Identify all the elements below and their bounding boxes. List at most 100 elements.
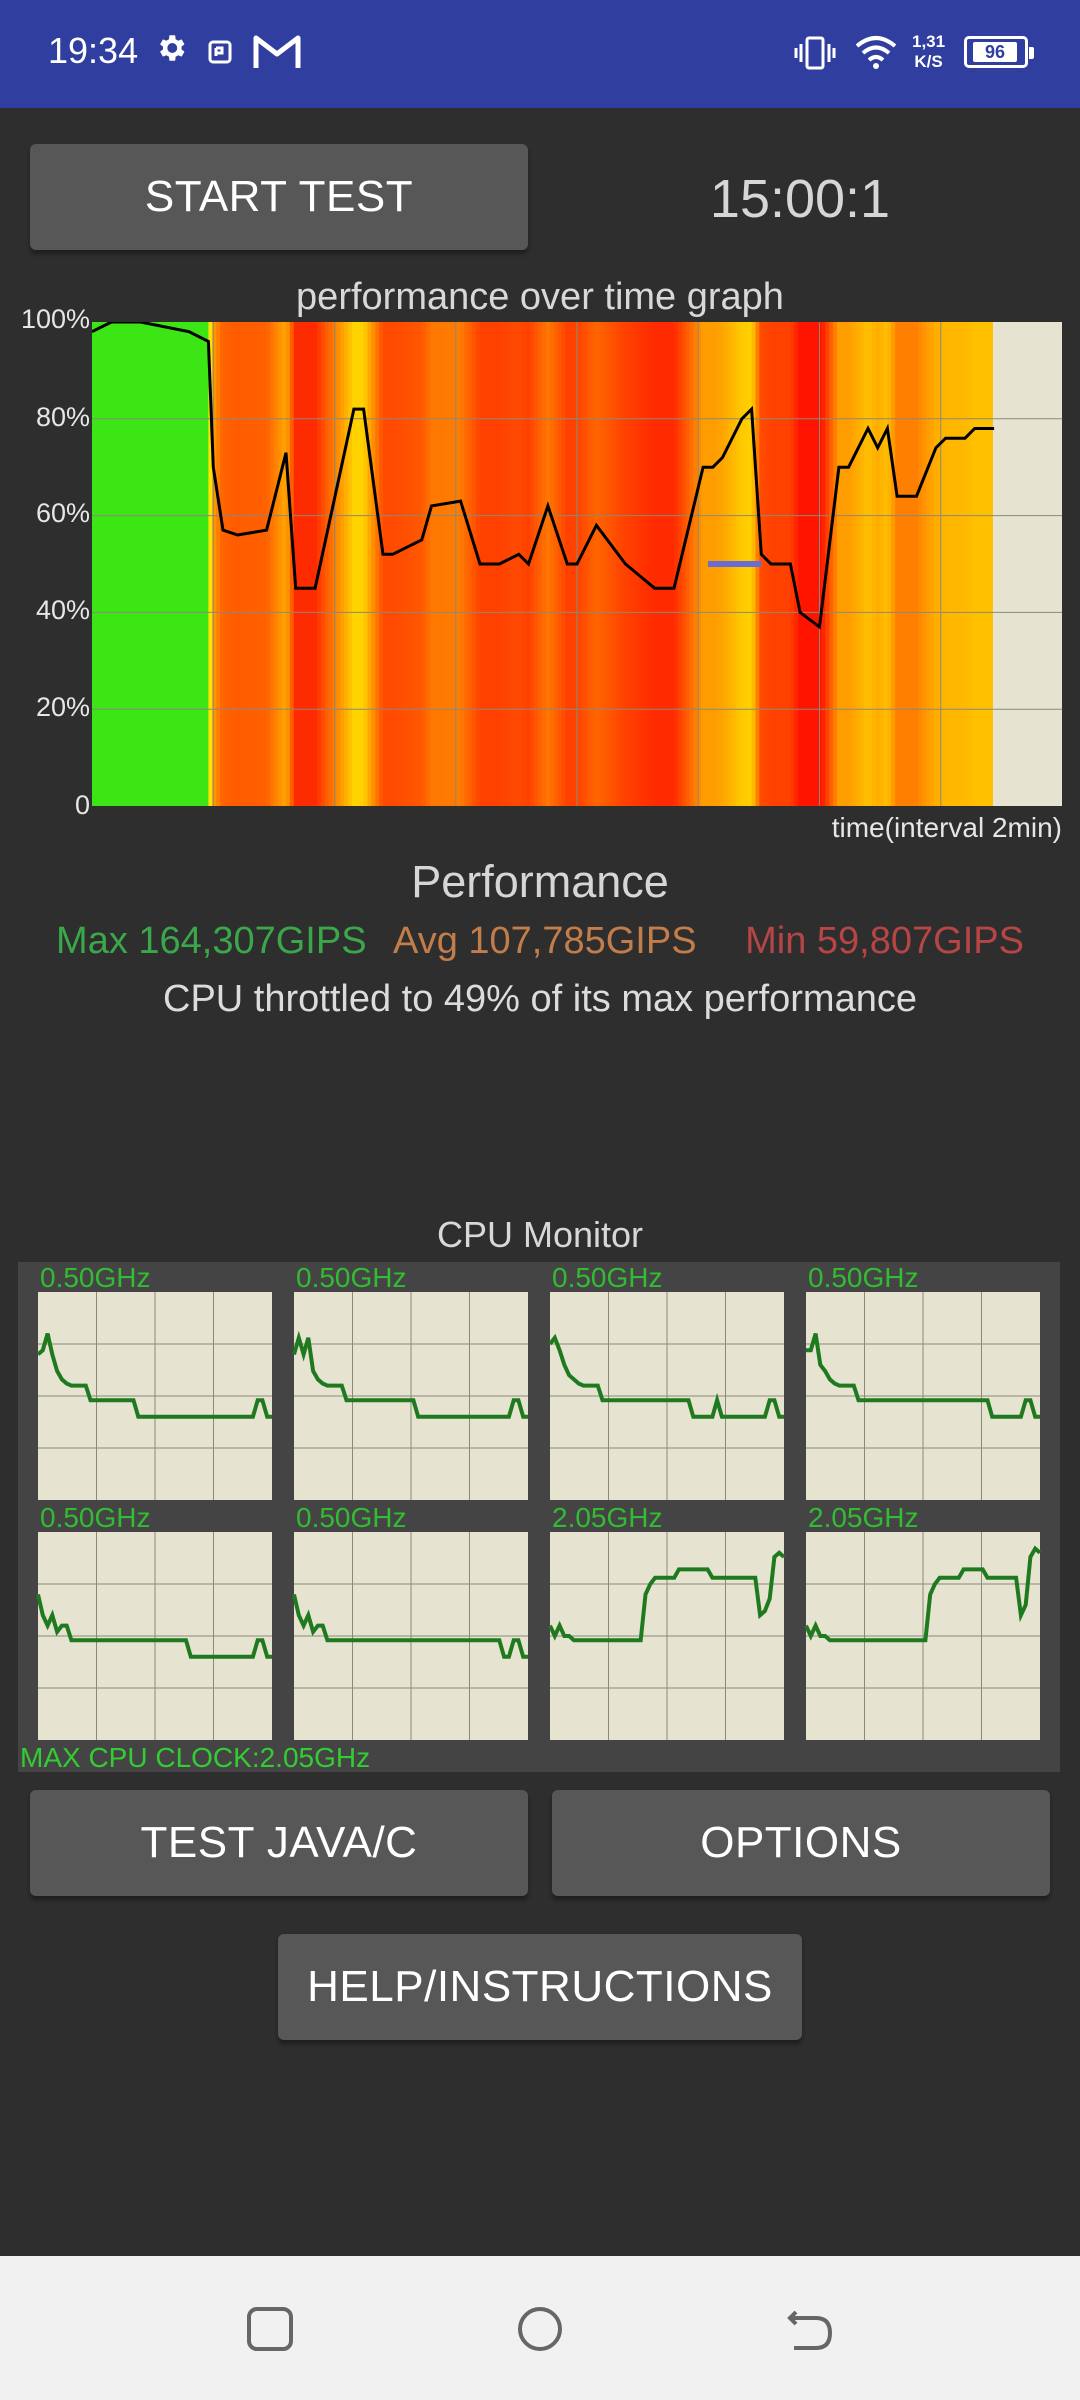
- performance-bar: [968, 322, 974, 806]
- max-cpu-clock: MAX CPU CLOCK:2.05GHz: [20, 1742, 371, 1773]
- recent-apps-icon[interactable]: [246, 2306, 294, 2352]
- performance-bar: [189, 322, 194, 806]
- performance-bar: [914, 322, 920, 806]
- performance-bar: [111, 322, 117, 806]
- x-axis-label: time(interval 2min): [831, 812, 1062, 843]
- performance-bar: [685, 322, 691, 806]
- performance-bar: [157, 322, 163, 806]
- performance-bar: [891, 322, 896, 806]
- performance-bar: [123, 322, 128, 806]
- performance-bar: [794, 322, 799, 806]
- performance-bar: [887, 322, 893, 806]
- performance-bar: [154, 322, 159, 806]
- performance-bar: [976, 322, 982, 806]
- status-bar: 19:34 1,31 K/S 96: [0, 0, 1080, 108]
- performance-heading: Performance: [411, 856, 669, 907]
- performance-bar: [549, 322, 555, 806]
- performance-bar: [243, 322, 248, 806]
- performance-bar: [278, 322, 283, 806]
- performance-bar: [414, 322, 419, 806]
- performance-bar: [425, 322, 431, 806]
- performance-bar: [223, 322, 229, 806]
- test-java-c-button[interactable]: TEST JAVA/C: [30, 1790, 528, 1896]
- performance-bar: [538, 322, 543, 806]
- options-button[interactable]: OPTIONS: [552, 1790, 1050, 1896]
- performance-bar: [662, 322, 668, 806]
- performance-bar: [802, 322, 807, 806]
- performance-bar: [359, 322, 365, 806]
- y-label-40: 40%: [35, 595, 90, 625]
- performance-bar: [639, 322, 644, 806]
- performance-bar: [693, 322, 699, 806]
- performance-bar: [293, 322, 299, 806]
- performance-bar: [829, 322, 834, 806]
- performance-bar: [642, 322, 648, 806]
- performance-graph: [92, 322, 1062, 806]
- y-label-20: 20%: [35, 692, 90, 722]
- performance-bar: [402, 322, 408, 806]
- max-gips: Max 164,307GIPS: [56, 920, 367, 962]
- performance-bar: [437, 322, 442, 806]
- performance-bar: [328, 322, 334, 806]
- performance-bar: [813, 322, 819, 806]
- performance-bar: [674, 322, 679, 806]
- performance-bar: [941, 322, 947, 806]
- performance-bar: [398, 322, 404, 806]
- performance-bar: [103, 322, 109, 806]
- performance-bar: [650, 322, 656, 806]
- performance-bar: [604, 322, 609, 806]
- performance-bar: [871, 322, 877, 806]
- performance-bar: [608, 322, 613, 806]
- performance-bar: [289, 322, 295, 806]
- performance-bar: [344, 322, 349, 806]
- performance-bar: [161, 322, 167, 806]
- performance-bar: [627, 322, 633, 806]
- performance-bar: [972, 322, 978, 806]
- performance-bar: [348, 322, 353, 806]
- performance-bar: [875, 322, 881, 806]
- performance-bar: [553, 322, 559, 806]
- performance-bar: [511, 322, 516, 806]
- performance-bar: [961, 322, 966, 806]
- performance-bar: [286, 322, 291, 806]
- performance-bar: [99, 322, 105, 806]
- performance-bar: [561, 322, 567, 806]
- performance-bar: [173, 322, 179, 806]
- performance-bar: [460, 322, 466, 806]
- cpu-monitor-title: CPU Monitor: [436, 1214, 644, 1255]
- back-icon[interactable]: [786, 2306, 834, 2352]
- performance-bar: [282, 322, 287, 806]
- performance-bar: [514, 322, 520, 806]
- performance-bar: [274, 322, 280, 806]
- performance-bar: [980, 322, 986, 806]
- performance-bar: [631, 322, 636, 806]
- performance-bar: [984, 322, 990, 806]
- performance-bar: [468, 322, 474, 806]
- performance-bar: [592, 322, 598, 806]
- performance-bar: [464, 322, 470, 806]
- performance-bar: [615, 322, 621, 806]
- performance-bar: [351, 322, 357, 806]
- performance-bar: [646, 322, 652, 806]
- performance-bar: [965, 322, 970, 806]
- help-instructions-button[interactable]: HELP/INSTRUCTIONS: [278, 1934, 802, 2040]
- performance-bar: [848, 322, 854, 806]
- start-test-button[interactable]: START TEST: [30, 144, 528, 250]
- performance-bar: [142, 322, 148, 806]
- status-time: 19:34: [48, 30, 139, 71]
- performance-bar: [557, 322, 563, 806]
- performance-bar: [507, 322, 512, 806]
- performance-bar: [386, 322, 392, 806]
- performance-bar: [705, 322, 710, 806]
- performance-bar: [297, 322, 303, 806]
- performance-bar: [542, 322, 547, 806]
- core-2-freq: 0.50GHz: [296, 1262, 407, 1293]
- performance-bar: [227, 322, 233, 806]
- performance-bar: [949, 322, 955, 806]
- performance-bar: [95, 322, 101, 806]
- home-icon[interactable]: [516, 2306, 564, 2352]
- performance-bar: [324, 322, 330, 806]
- core-3-freq: 0.50GHz: [552, 1262, 663, 1293]
- performance-bar: [545, 322, 551, 806]
- performance-bar: [355, 322, 361, 806]
